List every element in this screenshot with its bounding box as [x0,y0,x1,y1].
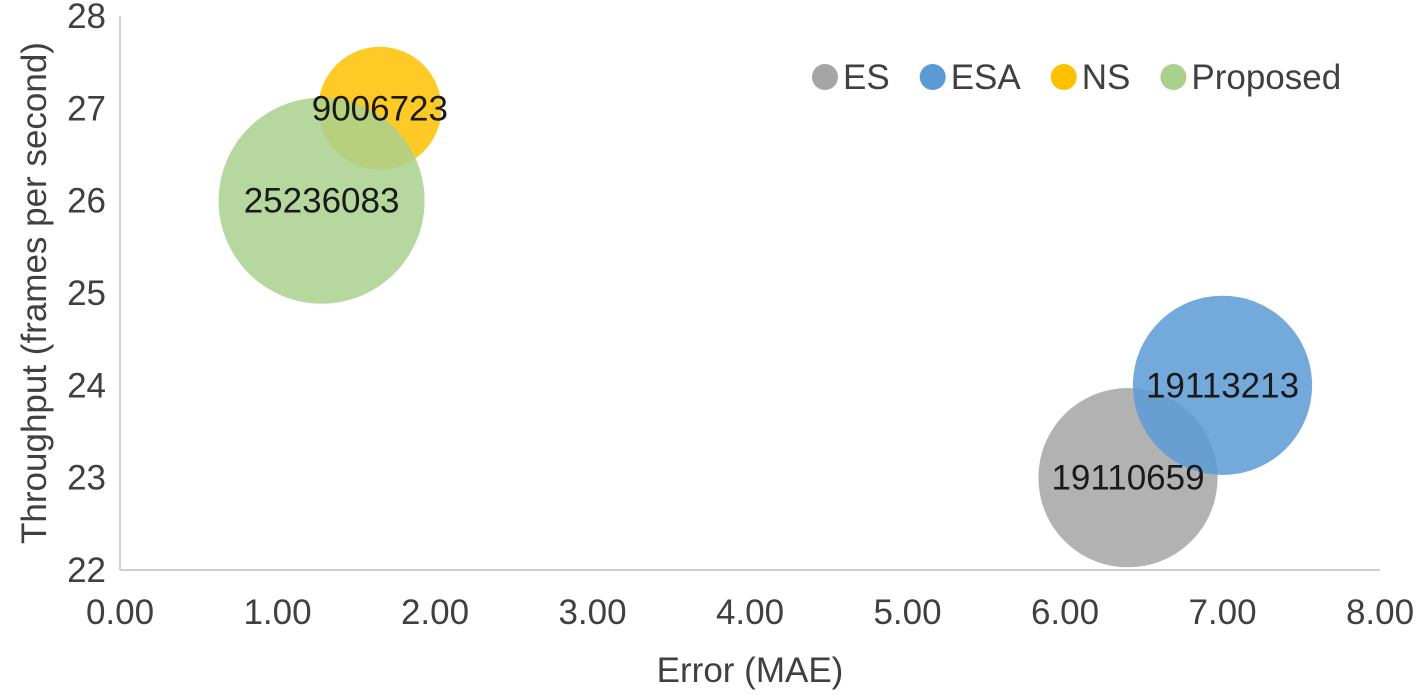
legend-label-esa: ESA [951,58,1022,97]
legend-marker-esa [919,64,946,90]
axes: 22 23 24 25 26 27 28 0.00 1.00 2.00 3.00 4.00 5.00 6.… [67,0,1414,632]
x-tick-label: 6.00 [1031,593,1099,632]
legend-marker-es [812,64,838,90]
data-labels: 19110659 19113213 9006723 25236083 [244,89,1299,497]
y-tick-label: 24 [67,366,106,405]
legend-label-es: ES [843,58,890,97]
x-tick-label: 0.00 [86,593,154,632]
legend-marker-ns [1050,64,1077,90]
x-tick-label: 8.00 [1346,593,1414,632]
y-tick-label: 27 [67,89,106,128]
y-tick-label: 25 [67,274,106,313]
data-label-esa: 19113213 [1146,366,1299,405]
data-label-ns: 9006723 [312,89,448,128]
legend-marker-proposed [1160,64,1187,90]
data-label-proposed: 25236083 [244,182,400,221]
x-tick-label: 4.00 [716,593,784,632]
y-tick-label: 28 [67,0,106,36]
x-tick-label: 2.00 [401,593,469,632]
bubble-esa [1132,295,1313,475]
legend-label-proposed: Proposed [1191,58,1341,97]
y-tick-label: 26 [67,182,106,221]
y-tick-label: 22 [67,551,106,590]
y-axis-title: Throughput (frames per second) [15,42,54,544]
x-tick-label: 7.00 [1188,593,1256,632]
y-tick-label: 23 [67,459,106,498]
x-tick-label: 3.00 [558,593,626,632]
x-axis-title: Error (MAE) [657,651,844,690]
bubble-proposed [218,97,425,304]
x-tick-label: 5.00 [873,593,941,632]
legend-label-ns: NS [1082,58,1131,97]
bubbles [218,46,1313,568]
legend: ES ESA NS Proposed [812,58,1341,97]
x-tick-label: 1.00 [243,593,311,632]
data-label-es: 19110659 [1051,459,1204,498]
